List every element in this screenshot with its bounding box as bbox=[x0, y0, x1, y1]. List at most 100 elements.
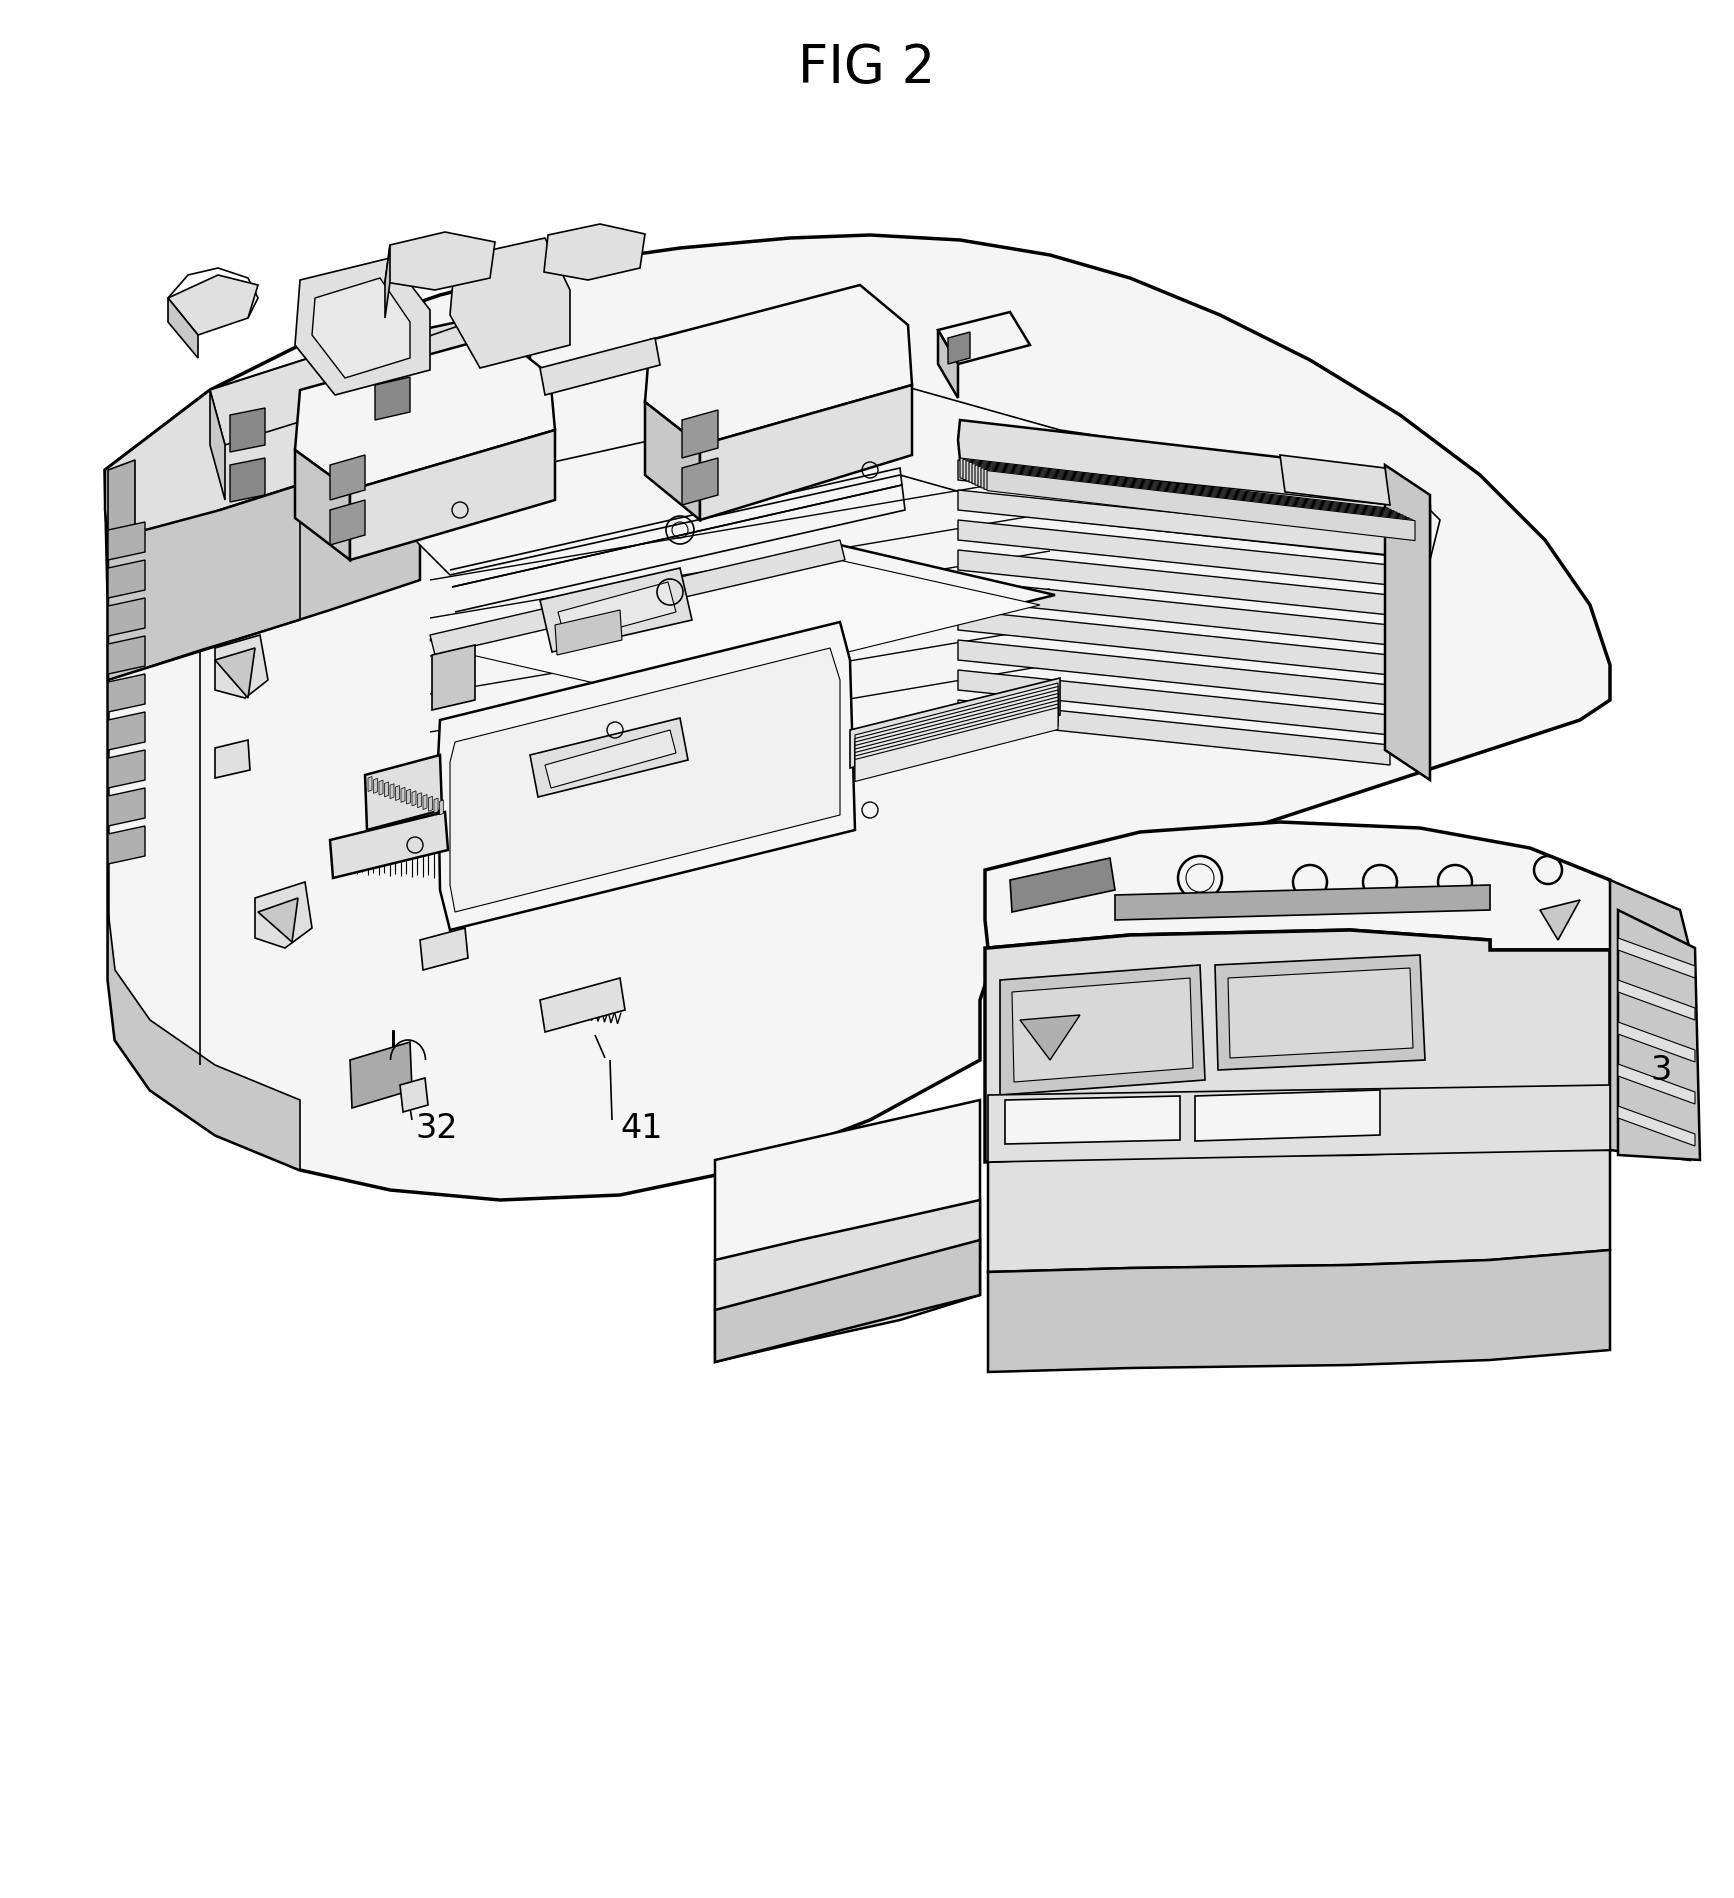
Text: 41: 41 bbox=[621, 1112, 662, 1144]
Polygon shape bbox=[215, 740, 250, 778]
Polygon shape bbox=[962, 459, 1391, 530]
Polygon shape bbox=[423, 795, 427, 810]
Polygon shape bbox=[1385, 465, 1431, 780]
Polygon shape bbox=[957, 640, 1391, 704]
Polygon shape bbox=[681, 457, 718, 505]
Polygon shape bbox=[231, 457, 265, 501]
Polygon shape bbox=[414, 385, 1439, 575]
Polygon shape bbox=[957, 550, 1391, 615]
Polygon shape bbox=[108, 444, 420, 679]
Polygon shape bbox=[108, 712, 146, 750]
Polygon shape bbox=[1020, 1015, 1080, 1059]
Polygon shape bbox=[312, 277, 409, 378]
Polygon shape bbox=[108, 788, 146, 826]
Polygon shape bbox=[368, 776, 373, 791]
Polygon shape bbox=[329, 456, 364, 499]
Polygon shape bbox=[855, 693, 1058, 767]
Polygon shape bbox=[701, 385, 912, 520]
Polygon shape bbox=[430, 545, 1054, 695]
Polygon shape bbox=[544, 731, 676, 788]
Polygon shape bbox=[106, 235, 1609, 1200]
Polygon shape bbox=[957, 459, 1391, 526]
Polygon shape bbox=[988, 1150, 1609, 1272]
Polygon shape bbox=[1618, 979, 1696, 1019]
Text: FIG 2: FIG 2 bbox=[798, 42, 936, 95]
Polygon shape bbox=[210, 345, 369, 444]
Polygon shape bbox=[681, 410, 718, 457]
Polygon shape bbox=[295, 336, 555, 490]
Polygon shape bbox=[1618, 909, 1699, 1160]
Polygon shape bbox=[855, 691, 1058, 765]
Polygon shape bbox=[1618, 1107, 1696, 1146]
Polygon shape bbox=[430, 541, 844, 655]
Polygon shape bbox=[428, 797, 432, 810]
Polygon shape bbox=[215, 647, 255, 698]
Polygon shape bbox=[420, 928, 468, 970]
Polygon shape bbox=[108, 522, 146, 560]
Polygon shape bbox=[850, 678, 1059, 769]
Text: 32: 32 bbox=[414, 1112, 458, 1144]
Polygon shape bbox=[329, 812, 447, 879]
Polygon shape bbox=[1001, 964, 1205, 1095]
Polygon shape bbox=[988, 1251, 1609, 1372]
Polygon shape bbox=[539, 568, 692, 653]
Polygon shape bbox=[439, 623, 855, 930]
Polygon shape bbox=[108, 600, 300, 1169]
Polygon shape bbox=[401, 1078, 428, 1112]
Polygon shape bbox=[544, 224, 645, 281]
Polygon shape bbox=[258, 898, 298, 941]
Polygon shape bbox=[401, 788, 406, 803]
Polygon shape bbox=[957, 670, 1391, 735]
Polygon shape bbox=[1540, 900, 1580, 940]
Polygon shape bbox=[451, 237, 570, 368]
Polygon shape bbox=[957, 609, 1391, 676]
Polygon shape bbox=[168, 298, 198, 359]
Polygon shape bbox=[981, 467, 1410, 537]
Polygon shape bbox=[985, 822, 1620, 951]
Polygon shape bbox=[295, 450, 350, 560]
Polygon shape bbox=[855, 704, 1058, 778]
Polygon shape bbox=[385, 232, 494, 290]
Polygon shape bbox=[1228, 968, 1413, 1057]
Polygon shape bbox=[329, 499, 364, 545]
Polygon shape bbox=[1216, 955, 1425, 1070]
Polygon shape bbox=[108, 826, 146, 864]
Polygon shape bbox=[938, 311, 1030, 364]
Polygon shape bbox=[439, 799, 444, 814]
Polygon shape bbox=[434, 797, 439, 812]
Polygon shape bbox=[855, 687, 1058, 761]
Polygon shape bbox=[1609, 881, 1691, 1160]
Polygon shape bbox=[108, 750, 146, 788]
Polygon shape bbox=[108, 459, 135, 541]
Polygon shape bbox=[451, 558, 1040, 698]
Polygon shape bbox=[108, 636, 146, 674]
Polygon shape bbox=[215, 636, 269, 698]
Polygon shape bbox=[168, 275, 258, 336]
Polygon shape bbox=[1618, 938, 1696, 977]
Polygon shape bbox=[645, 285, 912, 444]
Polygon shape bbox=[385, 245, 390, 319]
Polygon shape bbox=[539, 977, 624, 1033]
Polygon shape bbox=[555, 609, 623, 655]
Polygon shape bbox=[988, 1086, 1609, 1162]
Polygon shape bbox=[714, 1239, 980, 1363]
Polygon shape bbox=[983, 469, 1411, 539]
Polygon shape bbox=[106, 315, 531, 550]
Polygon shape bbox=[855, 708, 1058, 782]
Polygon shape bbox=[978, 467, 1406, 537]
Polygon shape bbox=[1618, 1021, 1696, 1063]
Polygon shape bbox=[855, 700, 1058, 774]
Polygon shape bbox=[432, 645, 475, 710]
Polygon shape bbox=[385, 782, 388, 797]
Polygon shape bbox=[714, 1101, 980, 1310]
Polygon shape bbox=[957, 419, 1431, 545]
Polygon shape bbox=[975, 465, 1403, 535]
Polygon shape bbox=[645, 402, 701, 520]
Polygon shape bbox=[948, 332, 969, 364]
Text: 3: 3 bbox=[1651, 1053, 1672, 1086]
Polygon shape bbox=[957, 520, 1391, 585]
Polygon shape bbox=[973, 463, 1399, 533]
Polygon shape bbox=[373, 778, 378, 793]
Polygon shape bbox=[714, 1200, 980, 1363]
Polygon shape bbox=[231, 408, 265, 452]
